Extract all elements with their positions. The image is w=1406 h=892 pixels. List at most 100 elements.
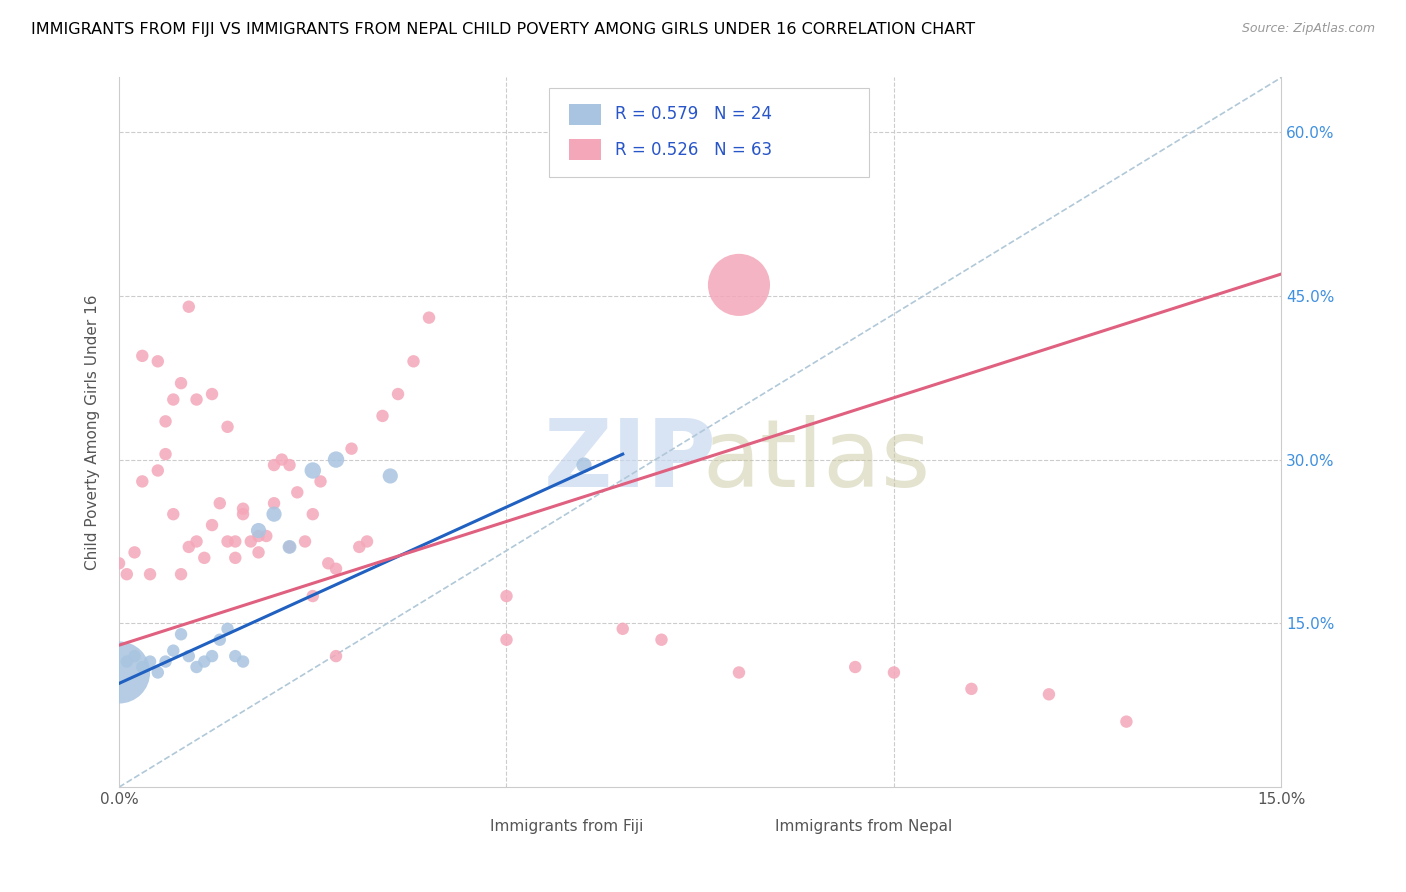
Point — [232, 507, 254, 521]
FancyBboxPatch shape — [550, 88, 869, 177]
Point — [728, 277, 751, 292]
Point — [155, 447, 177, 461]
Point — [285, 485, 308, 500]
Point — [131, 660, 153, 674]
FancyBboxPatch shape — [735, 815, 761, 833]
Text: Immigrants from Fiji: Immigrants from Fiji — [489, 819, 643, 834]
Point — [239, 534, 262, 549]
Point — [650, 632, 672, 647]
Point — [146, 463, 169, 477]
Point — [728, 665, 751, 680]
Point — [247, 524, 270, 538]
Point — [177, 649, 200, 664]
Point — [217, 420, 239, 434]
Point — [232, 501, 254, 516]
Point — [162, 392, 184, 407]
Point — [193, 655, 215, 669]
Point — [186, 392, 208, 407]
Point — [170, 376, 193, 391]
Point — [201, 387, 224, 401]
Point — [186, 534, 208, 549]
Point — [301, 507, 323, 521]
Text: atlas: atlas — [703, 415, 931, 507]
Point — [325, 562, 347, 576]
Point — [325, 452, 347, 467]
Point — [301, 589, 323, 603]
FancyBboxPatch shape — [569, 103, 602, 125]
Text: IMMIGRANTS FROM FIJI VS IMMIGRANTS FROM NEPAL CHILD POVERTY AMONG GIRLS UNDER 16: IMMIGRANTS FROM FIJI VS IMMIGRANTS FROM … — [31, 22, 974, 37]
Point — [146, 354, 169, 368]
Text: Source: ZipAtlas.com: Source: ZipAtlas.com — [1241, 22, 1375, 36]
Text: Immigrants from Nepal: Immigrants from Nepal — [775, 819, 952, 834]
Point — [224, 649, 246, 664]
Point — [115, 655, 138, 669]
Point — [162, 507, 184, 521]
Point — [208, 496, 231, 510]
Point — [131, 349, 153, 363]
Point — [349, 540, 371, 554]
Y-axis label: Child Poverty Among Girls Under 16: Child Poverty Among Girls Under 16 — [86, 294, 100, 570]
Point — [155, 414, 177, 428]
Point — [217, 622, 239, 636]
FancyBboxPatch shape — [569, 139, 602, 161]
Point — [201, 518, 224, 533]
Point — [247, 529, 270, 543]
Point — [356, 534, 378, 549]
Point — [108, 665, 131, 680]
Point — [340, 442, 363, 456]
Point — [217, 534, 239, 549]
Point — [224, 550, 246, 565]
Point — [232, 655, 254, 669]
FancyBboxPatch shape — [450, 815, 475, 833]
Point — [1038, 687, 1060, 701]
Point — [883, 665, 905, 680]
Point — [495, 589, 517, 603]
Point — [278, 458, 301, 472]
Point — [146, 665, 169, 680]
Text: R = 0.579   N = 24: R = 0.579 N = 24 — [616, 105, 772, 123]
Point — [108, 557, 131, 571]
Point — [170, 567, 193, 582]
Point — [139, 567, 162, 582]
Point — [572, 458, 595, 472]
Point — [162, 643, 184, 657]
Point — [316, 557, 339, 571]
Point — [193, 550, 215, 565]
Point — [309, 475, 332, 489]
Point — [124, 545, 146, 559]
Point — [263, 458, 285, 472]
Point — [380, 469, 402, 483]
Point — [170, 627, 193, 641]
Point — [844, 660, 866, 674]
Point — [278, 540, 301, 554]
Point — [371, 409, 394, 423]
Text: ZIP: ZIP — [544, 415, 717, 507]
Text: R = 0.526   N = 63: R = 0.526 N = 63 — [616, 141, 772, 159]
Point — [301, 463, 323, 477]
Point — [139, 655, 162, 669]
Point — [201, 649, 224, 664]
Point — [325, 649, 347, 664]
Point — [247, 545, 270, 559]
Point — [124, 649, 146, 664]
Point — [131, 475, 153, 489]
Point — [155, 655, 177, 669]
Point — [612, 622, 634, 636]
Point — [495, 632, 517, 647]
Point — [960, 681, 983, 696]
Point — [1115, 714, 1137, 729]
Point — [294, 534, 316, 549]
Point — [387, 387, 409, 401]
Point — [208, 632, 231, 647]
Point — [263, 496, 285, 510]
Point — [254, 529, 277, 543]
Point — [402, 354, 425, 368]
Point — [263, 507, 285, 521]
Point — [278, 540, 301, 554]
Point — [177, 300, 200, 314]
Point — [418, 310, 440, 325]
Point — [177, 540, 200, 554]
Point — [186, 660, 208, 674]
Point — [270, 452, 292, 467]
Point — [115, 567, 138, 582]
